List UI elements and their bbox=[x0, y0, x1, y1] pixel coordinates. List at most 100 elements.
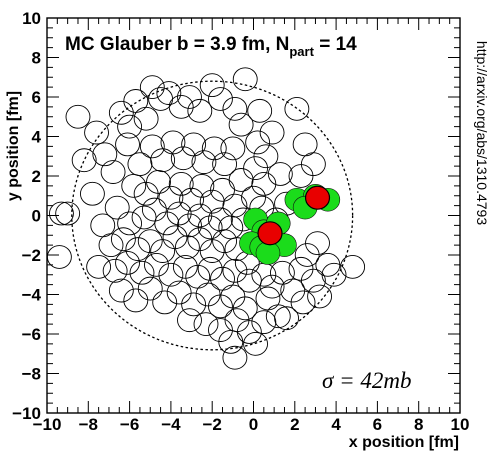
spectator-nucleon bbox=[274, 306, 299, 331]
spectator-nucleon bbox=[222, 193, 248, 218]
spectator-nucleon bbox=[228, 168, 254, 192]
y-tick-label: −10 bbox=[12, 404, 41, 423]
spectator-nucleon bbox=[174, 235, 200, 260]
spectator-nucleon bbox=[117, 114, 143, 139]
spectator-nucleon bbox=[92, 142, 118, 167]
x-axis-title: x position [fm] bbox=[349, 434, 459, 451]
spectator-nucleon bbox=[220, 284, 246, 309]
spectator-nucleon bbox=[86, 254, 112, 279]
y-tick-label: 4 bbox=[32, 128, 42, 147]
spectator-nucleon bbox=[208, 87, 233, 111]
spectator-nucleon bbox=[220, 136, 246, 161]
spectator-nucleon bbox=[117, 211, 143, 236]
spectator-nucleon bbox=[305, 231, 330, 256]
spectator-nucleon bbox=[162, 225, 188, 250]
y-tick-label: −6 bbox=[22, 325, 41, 344]
nucleus-boundary bbox=[71, 80, 354, 351]
spectator-nucleon bbox=[84, 120, 109, 145]
spectator-nucleon bbox=[152, 290, 178, 315]
y-tick-label: 0 bbox=[32, 207, 41, 226]
axis-ticks bbox=[46, 17, 461, 414]
spectator-nucleon bbox=[141, 197, 167, 222]
spectator-nucleon bbox=[199, 73, 225, 98]
spectator-nucleon bbox=[158, 262, 184, 287]
spectator-nucleon bbox=[218, 329, 244, 354]
spectator-nucleon bbox=[187, 98, 213, 123]
spectator-nucleon bbox=[144, 252, 169, 277]
y-tick-label: −8 bbox=[22, 365, 41, 384]
spectator-nucleon bbox=[288, 164, 314, 188]
x-tick-label: −8 bbox=[79, 415, 98, 434]
spectator-nucleon bbox=[133, 106, 159, 131]
y-tick-label: 8 bbox=[32, 49, 41, 68]
spectator-nucleon bbox=[208, 294, 233, 319]
spectator-nucleon bbox=[267, 162, 293, 186]
spectator-nucleon bbox=[108, 278, 134, 303]
spectator-nucleon bbox=[168, 171, 194, 196]
spectator-nucleon bbox=[49, 201, 74, 226]
spectator-nucleon bbox=[123, 89, 149, 113]
spectator-nucleon bbox=[290, 290, 316, 315]
highlighted-nucleon bbox=[304, 185, 331, 210]
spectator-nucleon bbox=[243, 156, 268, 181]
spectator-nucleon bbox=[265, 304, 291, 329]
arxiv-link[interactable]: http://arxiv.org/abs/1310.4793 bbox=[474, 41, 490, 225]
spectator-nucleon bbox=[150, 239, 176, 263]
spectator-nucleon bbox=[158, 185, 184, 210]
spectator-nucleon bbox=[210, 177, 235, 202]
spectator-nucleon bbox=[340, 254, 366, 279]
spectator-nucleon bbox=[253, 144, 279, 169]
spectator-nucleon bbox=[80, 181, 105, 206]
spectator-nucleon bbox=[100, 160, 126, 184]
x-tick-label: 0 bbox=[249, 415, 258, 434]
spectator-nucleon bbox=[247, 98, 273, 123]
spectator-nucleon bbox=[212, 229, 238, 254]
x-tick-label: 10 bbox=[451, 415, 470, 434]
spectator-nucleon bbox=[259, 274, 285, 299]
spectator-nucleon bbox=[243, 331, 268, 356]
x-tick-label: −10 bbox=[33, 415, 62, 434]
spectator-nucleon bbox=[321, 262, 347, 287]
spectator-nucleon bbox=[166, 280, 192, 305]
spectator-nucleon bbox=[170, 146, 196, 171]
spectator-nucleon bbox=[288, 256, 314, 281]
spectator-nucleon bbox=[125, 237, 151, 261]
spectator-nucleon bbox=[146, 170, 171, 194]
spectator-nucleon bbox=[189, 173, 215, 198]
spectator-nucleon bbox=[191, 150, 217, 175]
spectator-nucleon bbox=[232, 67, 258, 92]
spectator-nucleon bbox=[121, 173, 147, 198]
chart-title-subscript: part bbox=[289, 44, 314, 59]
spectator-nucleon bbox=[222, 345, 248, 370]
spectator-nucleon bbox=[156, 81, 182, 105]
spectator-nucleon bbox=[284, 96, 310, 121]
spectator-nucleon bbox=[172, 254, 198, 279]
spectator-nucleon bbox=[154, 211, 180, 236]
spectator-nucleon bbox=[115, 250, 140, 275]
y-axis-title: y position [fm] bbox=[5, 91, 22, 201]
spectator-nucleon bbox=[232, 296, 258, 321]
spectator-nucleon bbox=[222, 96, 248, 121]
spectator-nucleon bbox=[177, 85, 202, 109]
spectator-nucleon bbox=[115, 132, 140, 157]
x-tick-label: −4 bbox=[161, 415, 181, 434]
spectator-nucleon bbox=[199, 239, 225, 263]
chart-title-prefix: MC Glauber b = 3.9 fm, N bbox=[65, 34, 289, 55]
spectator-nucleon bbox=[137, 276, 163, 301]
y-tick-label: −4 bbox=[22, 286, 42, 305]
spectator-nucleon bbox=[197, 256, 223, 281]
y-tick-labels: 10 8 6 4 2 0 −2 −4 −6 −8 −10 bbox=[12, 9, 41, 423]
spectator-nucleon bbox=[251, 171, 277, 196]
spectator-nucleon bbox=[255, 286, 281, 311]
spectator-nucleon bbox=[199, 189, 225, 214]
x-tick-label: 6 bbox=[373, 415, 382, 434]
spectator-nucleon bbox=[123, 288, 149, 313]
spectator-nucleon bbox=[212, 152, 238, 177]
spectator-nucleon bbox=[177, 308, 202, 333]
spectator-nucleon bbox=[208, 207, 233, 232]
spectator-nucleon bbox=[222, 258, 248, 283]
spectator-nucleon bbox=[65, 104, 91, 129]
spectator-nucleon bbox=[160, 130, 186, 155]
spectator-nucleon bbox=[228, 112, 254, 137]
spectator-nucleon bbox=[139, 75, 165, 100]
